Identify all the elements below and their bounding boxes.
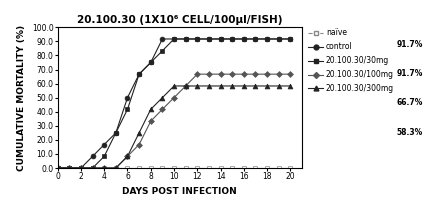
Title: 20.100.30 (1X10⁶ CELL/100μl/FISH): 20.100.30 (1X10⁶ CELL/100μl/FISH) — [77, 15, 282, 25]
Y-axis label: CUMULATIVE MORTALITY (%): CUMULATIVE MORTALITY (%) — [17, 25, 26, 171]
Text: 66.7%: 66.7% — [396, 98, 423, 107]
Legend: naïve, control, 20.100.30/30mg, 20.100.30/100mg, 20.100.30/300mg: naïve, control, 20.100.30/30mg, 20.100.3… — [308, 28, 394, 93]
Text: 91.7%: 91.7% — [396, 69, 423, 78]
Text: 91.7%: 91.7% — [396, 40, 423, 49]
X-axis label: DAYS POST INFECTION: DAYS POST INFECTION — [123, 187, 237, 196]
Text: 58.3%: 58.3% — [396, 128, 423, 137]
